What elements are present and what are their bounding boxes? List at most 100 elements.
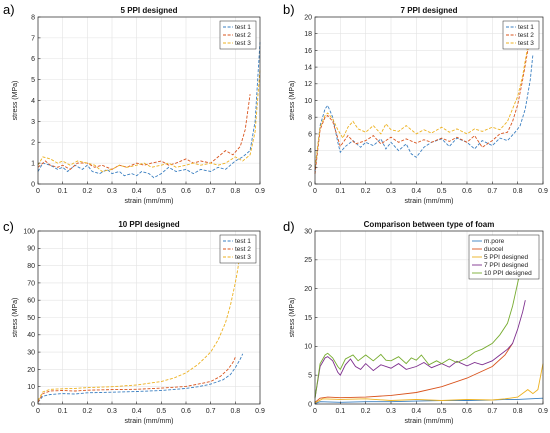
- y-tick-label: 5: [31, 77, 35, 84]
- series-line-3: [37, 69, 261, 172]
- y-tick-label: 15: [304, 315, 312, 322]
- chart-title: 5 PPI designed: [121, 6, 178, 15]
- x-tick-label: 0.3: [107, 188, 117, 195]
- panel-letter: b): [283, 2, 295, 17]
- x-tick-label: 0.1: [335, 188, 345, 195]
- x-tick-label: 0: [36, 188, 40, 195]
- panel-letter: c): [3, 219, 14, 234]
- chart-panel-c: c) 0 0.1 0.2 0.3 0.4 0.5 0.6 0.7 0.8 0.9 0 10 20 30 40 5…: [3, 219, 265, 425]
- y-tick-label: 18: [304, 31, 312, 38]
- x-axis-label: strain (mm/mm): [405, 198, 454, 205]
- series-line-2: [314, 41, 531, 175]
- legend-entry: test 3: [235, 40, 251, 47]
- y-tick-label: 40: [27, 332, 35, 339]
- x-tick-label: 0.4: [411, 408, 421, 415]
- series-line-2: [37, 94, 251, 170]
- series-line-1: [314, 54, 534, 172]
- legend-entry: test 3: [235, 254, 251, 261]
- y-tick-label: 50: [27, 315, 35, 322]
- y-axis-label: stress (MPa): [289, 81, 296, 121]
- x-tick-label: 0.3: [386, 408, 396, 415]
- y-tick-label: 10: [304, 344, 312, 351]
- legend-entry: 7 PPI designed: [484, 262, 528, 269]
- legend-entry: 5 PPI designed: [484, 254, 528, 261]
- series-line-3: [314, 363, 544, 404]
- legend-entry: test 2: [235, 32, 251, 39]
- y-tick-label: 1: [31, 161, 35, 168]
- x-tick-label: 0.7: [487, 188, 497, 195]
- x-tick-label: 0.8: [230, 408, 240, 415]
- y-tick-label: 6: [31, 56, 35, 63]
- series-line-2: [314, 343, 513, 403]
- x-axis-label: strain (mm/mm): [125, 418, 174, 425]
- y-tick-label: 4: [31, 98, 35, 105]
- y-tick-label: 10: [304, 98, 312, 105]
- chart-title: Comparison between type of foam: [364, 220, 495, 229]
- legend-entry: test 3: [518, 40, 534, 47]
- y-tick-label: 2: [308, 165, 312, 172]
- y-tick-label: 0: [31, 181, 35, 188]
- chart-panel-d: d) 0 0.1 0.2 0.3 0.4 0.5 0.6 0.7 0.8 0.9 0 5 10 15 20 25…: [283, 219, 548, 425]
- legend-entry: test 1: [235, 238, 251, 245]
- y-tick-label: 2: [31, 140, 35, 147]
- x-tick-label: 0.5: [156, 188, 166, 195]
- y-tick-label: 20: [27, 367, 35, 374]
- y-tick-label: 60: [27, 298, 35, 305]
- x-tick-label: 0.8: [513, 408, 523, 415]
- x-tick-label: 0.7: [206, 408, 216, 415]
- panel-letter: a): [3, 2, 15, 17]
- y-tick-label: 3: [31, 119, 35, 126]
- x-tick-label: 0.1: [58, 188, 68, 195]
- y-tick-label: 14: [304, 65, 312, 72]
- x-tick-label: 0.6: [462, 188, 472, 195]
- x-tick-label: 0.5: [437, 188, 447, 195]
- x-tick-label: 0: [313, 408, 317, 415]
- panel-letter: d): [283, 219, 295, 234]
- x-tick-label: 0.2: [82, 188, 92, 195]
- x-tick-label: 0.9: [538, 188, 548, 195]
- y-tick-label: 16: [304, 48, 312, 55]
- x-tick-label: 0.4: [132, 188, 142, 195]
- y-tick-label: 25: [304, 257, 312, 264]
- x-tick-label: 0.9: [255, 408, 265, 415]
- series-line-1: [37, 353, 244, 403]
- x-tick-label: 0.2: [82, 408, 92, 415]
- series-line-3: [37, 251, 241, 401]
- legend-entry: test 1: [235, 24, 251, 31]
- x-tick-label: 0.6: [181, 408, 191, 415]
- y-tick-label: 10: [27, 384, 35, 391]
- y-axis-label: stress (MPa): [12, 81, 19, 121]
- x-tick-label: 0.3: [386, 188, 396, 195]
- series-line-4: [314, 300, 526, 399]
- legend-entry: 10 PPI designed: [484, 270, 532, 277]
- y-tick-label: 20: [304, 286, 312, 293]
- y-tick-label: 0: [308, 181, 312, 188]
- y-tick-label: 0: [31, 401, 35, 408]
- x-tick-label: 0.5: [437, 408, 447, 415]
- series-line-2: [37, 357, 236, 403]
- y-tick-label: 20: [304, 14, 312, 21]
- x-tick-label: 0.2: [361, 188, 371, 195]
- y-tick-label: 100: [23, 228, 35, 235]
- y-tick-label: 12: [304, 81, 312, 88]
- legend-entry: m.pore: [484, 238, 505, 245]
- chart-title: 7 PPI designed: [401, 6, 458, 15]
- legend-entry: test 2: [235, 246, 251, 253]
- y-tick-label: 4: [308, 148, 312, 155]
- y-tick-label: 5: [308, 373, 312, 380]
- y-axis-label: stress (MPa): [289, 298, 296, 338]
- x-tick-label: 0.7: [206, 188, 216, 195]
- x-axis-label: strain (mm/mm): [405, 418, 454, 425]
- chart-panel-a: a) 0 0.1 0.2 0.3 0.4 0.5 0.6 0.7 0.8 0.9 0 1 2 3 4 5 6 7 8 5…: [3, 2, 265, 205]
- x-tick-label: 0: [36, 408, 40, 415]
- x-tick-label: 0.9: [538, 408, 548, 415]
- y-tick-label: 30: [27, 350, 35, 357]
- x-tick-label: 0.7: [487, 408, 497, 415]
- x-tick-label: 0.1: [335, 408, 345, 415]
- x-tick-label: 0: [313, 188, 317, 195]
